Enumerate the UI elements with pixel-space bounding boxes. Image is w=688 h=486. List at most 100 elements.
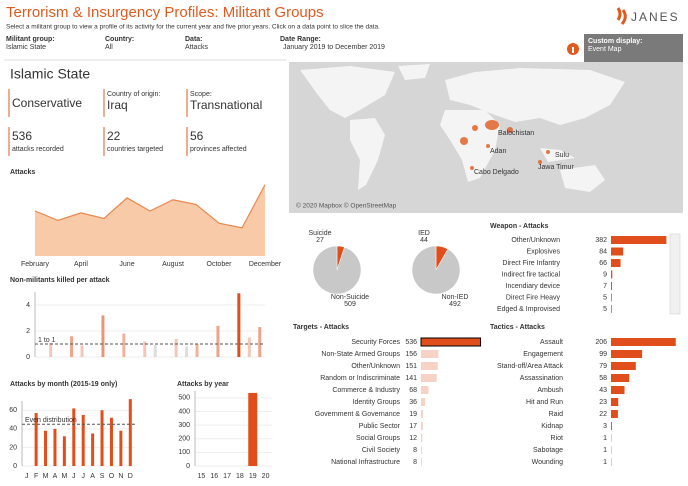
x-tick-label: 16 [210,473,218,480]
value-label: 84 [599,248,607,255]
bar [100,410,104,466]
chart-title: Tactics - Attacks [490,324,545,331]
value-label: 8 [413,459,417,466]
bar[interactable] [421,446,422,454]
custom-display-box[interactable] [584,34,683,62]
category-label: Random or Indiscriminate [320,375,400,382]
value-label: 1 [603,435,607,442]
bar [143,341,147,357]
scrollbar[interactable] [669,233,681,315]
hotspots [460,120,550,170]
category-label: Hit and Run [526,399,563,406]
group-name: Islamic State [10,66,90,82]
country: Iraq [107,98,128,112]
hotspot[interactable] [485,120,499,130]
bar[interactable] [611,350,643,358]
hotspot[interactable] [472,125,478,131]
bar[interactable] [611,236,667,244]
map-credit: © 2020 Mapbox © OpenStreetMap [296,202,397,210]
x-tick-label: J [72,473,76,480]
scope: Transnational [190,98,262,112]
bar [174,338,178,357]
hotspot[interactable] [486,144,490,148]
bar [109,417,113,466]
category-label: Indirect fire tactical [502,271,561,278]
chart-title: Non-militants killed per attack [10,277,110,284]
bar [119,430,123,466]
info-icon-mark [572,47,574,53]
bar[interactable] [421,374,437,382]
map-label: Sulu [555,152,569,159]
custom-display[interactable]: Custom display: Event Map [584,34,683,62]
filter-value[interactable]: Islamic State [6,44,46,51]
category-label: Engagement [523,351,563,358]
hotspot[interactable] [507,127,513,133]
bar [91,433,95,466]
bar[interactable] [421,362,438,370]
bar [237,293,241,357]
bar[interactable] [611,362,636,370]
filter-value[interactable]: All [105,44,113,51]
bar[interactable] [421,422,423,430]
bar[interactable] [611,259,621,267]
bar[interactable] [611,282,613,290]
bar[interactable] [421,434,423,442]
value-label: 66 [599,260,607,267]
pie-label: IED [418,230,430,237]
category-label: Social Groups [356,435,400,442]
x-tick-label: J [25,473,29,480]
bar[interactable] [611,410,618,418]
event-map[interactable]: Balochistan Adan Sulu Jawa Timur Cabo De… [289,62,683,213]
bar[interactable] [611,270,613,279]
bar[interactable] [611,247,624,256]
bar[interactable] [421,386,429,394]
stat-label: countries targeted [107,146,163,153]
value-label: 3 [603,423,607,430]
land [300,66,395,118]
reference-label: Even distribution [25,417,77,424]
country-label: Country of origin: [107,91,160,98]
bar[interactable] [611,305,612,313]
pie-label: Suicide [309,230,332,237]
bar[interactable] [421,458,422,466]
map-label: Adan [490,148,506,155]
bar[interactable] [611,293,612,302]
bar[interactable] [611,374,630,382]
pie-value: 492 [449,301,461,308]
hotspot[interactable] [538,160,542,164]
land [350,118,385,190]
y-tick-label: 300 [178,422,190,429]
hotspot[interactable] [460,137,468,145]
category-label: Assassination [520,375,563,382]
bar[interactable] [420,337,482,347]
reference-label: 1 to 1 [38,337,56,344]
filter-value[interactable]: January 2019 to December 2019 [283,44,385,51]
hotspot[interactable] [470,166,474,170]
filter-value[interactable]: Attacks [185,44,208,51]
bar[interactable] [421,410,424,418]
bar [53,428,57,466]
y-tick-label: 0 [26,354,30,361]
value-label: 19 [409,411,417,418]
category-label: Raid [549,411,564,418]
category-label: Sabotage [533,447,563,454]
filters[interactable]: Militant group: Islamic State Country: A… [6,36,385,51]
bar[interactable] [611,398,619,406]
stat-label: provinces affected [190,146,247,153]
y-tick-label: 100 [178,449,190,456]
bar[interactable] [611,338,676,346]
y-tick-label: 500 [178,395,190,402]
bar[interactable] [611,422,612,430]
logo: JANES [616,7,678,25]
page-title: Terrorism & Insurgency Profiles: Militan… [6,4,324,21]
bar[interactable] [611,386,625,394]
bar[interactable] [421,398,425,406]
category-label: Commerce & Industry [332,387,400,394]
x-tick-label: D [128,473,133,480]
value-label: 17 [409,423,417,430]
bar [128,399,132,466]
hotspot[interactable] [546,150,550,154]
bar[interactable] [421,350,439,358]
value-label: 58 [599,375,607,382]
category-label: Identity Groups [353,399,401,406]
